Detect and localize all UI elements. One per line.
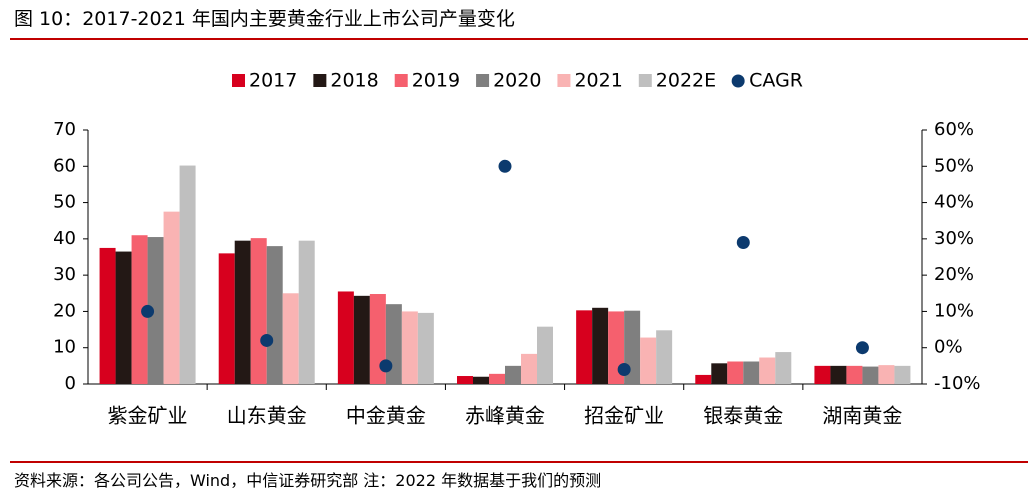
bar-2017-6	[814, 365, 831, 384]
bar-2022E-3	[537, 326, 553, 384]
y-left-tick-label: 40	[53, 228, 76, 249]
bar-2020-3	[505, 365, 521, 384]
cagr-point-5	[736, 235, 750, 249]
chart: 0 10 20 30 40 50 60 70 -10% 0% 10% 20% 30% 40% 50% 60% 紫…	[53, 70, 981, 428]
bar-2021-1	[282, 293, 299, 384]
bar-2019-5	[727, 361, 744, 384]
y-right-tick-label: 30%	[934, 228, 974, 249]
bar-2018-2	[353, 295, 370, 384]
x-category-label: 紫金矿业	[108, 404, 188, 428]
bar-2017-0	[99, 247, 116, 384]
bar-2017-5	[695, 374, 712, 384]
cagr-point-4	[617, 362, 631, 376]
cagr-point-1	[260, 333, 274, 347]
legend-label-2017: 2017	[249, 70, 297, 92]
bar-2019-3	[489, 373, 505, 384]
bar-2017-2	[337, 291, 354, 384]
y-left-tick-label: 0	[65, 373, 76, 394]
bar-2017-3	[457, 376, 473, 384]
x-category-label: 招金矿业	[584, 404, 664, 428]
legend-swatch-2019	[394, 74, 408, 87]
bar-2017-4	[576, 310, 593, 384]
y-left-tick-label: 50	[53, 192, 76, 213]
legend-label-2019: 2019	[412, 70, 460, 92]
x-category-label: 山东黄金	[227, 404, 307, 428]
y-right-tick-label: 20%	[934, 264, 974, 285]
bar-2020-6	[862, 366, 879, 384]
y-left-tick-label: 30	[53, 264, 76, 285]
bar-2018-1	[234, 240, 251, 384]
bar-2022E-0	[179, 165, 196, 384]
y-left-tick-label: 10	[53, 337, 76, 358]
bar-2021-6	[878, 365, 895, 384]
bar-2022E-2	[417, 312, 434, 384]
figure-title: 图 10：2017-2021 年国内主要黄金行业上市公司产量变化	[14, 8, 515, 30]
source-note: 资料来源：各公司公告，Wind，中信证券研究部 注：2022 年数据基于我们的预…	[14, 471, 602, 490]
y-right-tick-label: 60%	[934, 119, 974, 140]
bar-2021-4	[640, 337, 657, 384]
bar-2019-1	[250, 238, 267, 384]
bar-2021-0	[163, 211, 180, 384]
bar-2020-5	[743, 361, 760, 384]
bar-2019-6	[846, 365, 863, 384]
legend-swatch-2020	[476, 74, 490, 87]
bar-2021-2	[401, 311, 418, 384]
bar-2018-0	[115, 251, 132, 384]
bar-2022E-1	[298, 240, 315, 384]
legend-label-2021: 2021	[574, 70, 622, 92]
x-category-label: 银泰黄金	[703, 404, 783, 428]
cagr-point-2	[379, 359, 393, 373]
bar-2022E-4	[656, 330, 673, 384]
bar-2022E-5	[775, 352, 792, 384]
legend-swatch-2017	[232, 74, 245, 87]
y-right-tick-label: -10%	[934, 373, 981, 394]
bar-2018-5	[711, 363, 728, 384]
y-left-tick-label: 70	[53, 119, 76, 140]
x-category-label: 赤峰黄金	[465, 404, 545, 428]
legend-label-cagr: CAGR	[749, 70, 803, 92]
legend-label-2022E: 2022E	[656, 70, 716, 92]
y-right-tick-label: 0%	[934, 337, 963, 358]
bar-2018-6	[830, 365, 847, 384]
bar-2020-0	[147, 237, 164, 384]
cagr-point-3	[498, 159, 512, 173]
bar-2017-1	[218, 253, 235, 384]
y-left-tick-label: 60	[53, 155, 76, 176]
bar-2020-2	[385, 304, 402, 384]
title-rule	[10, 38, 1028, 40]
bar-2021-3	[521, 353, 537, 384]
bar-2019-0	[131, 235, 148, 384]
legend-label-2020: 2020	[493, 70, 541, 92]
cagr-point-0	[141, 304, 155, 318]
source-rule	[10, 461, 1028, 463]
bar-2022E-6	[894, 365, 911, 384]
x-category-label: 中金黄金	[346, 404, 426, 428]
bar-2020-1	[266, 246, 283, 384]
legend-swatch-2022E	[638, 74, 652, 87]
x-category-label: 湖南黄金	[822, 404, 902, 428]
y-left-tick-label: 20	[53, 300, 76, 321]
y-right-tick-label: 50%	[934, 155, 974, 176]
legend-marker-cagr	[731, 74, 745, 88]
y-right-tick-label: 40%	[934, 192, 974, 213]
bar-2018-4	[592, 307, 609, 384]
legend-swatch-2021	[557, 74, 571, 87]
bar-2018-3	[473, 376, 489, 384]
cagr-point-6	[855, 341, 869, 355]
bar-2021-5	[759, 357, 776, 384]
legend-label-2018: 2018	[330, 70, 378, 92]
y-right-tick-label: 10%	[934, 300, 974, 321]
legend-swatch-2018	[313, 74, 327, 87]
